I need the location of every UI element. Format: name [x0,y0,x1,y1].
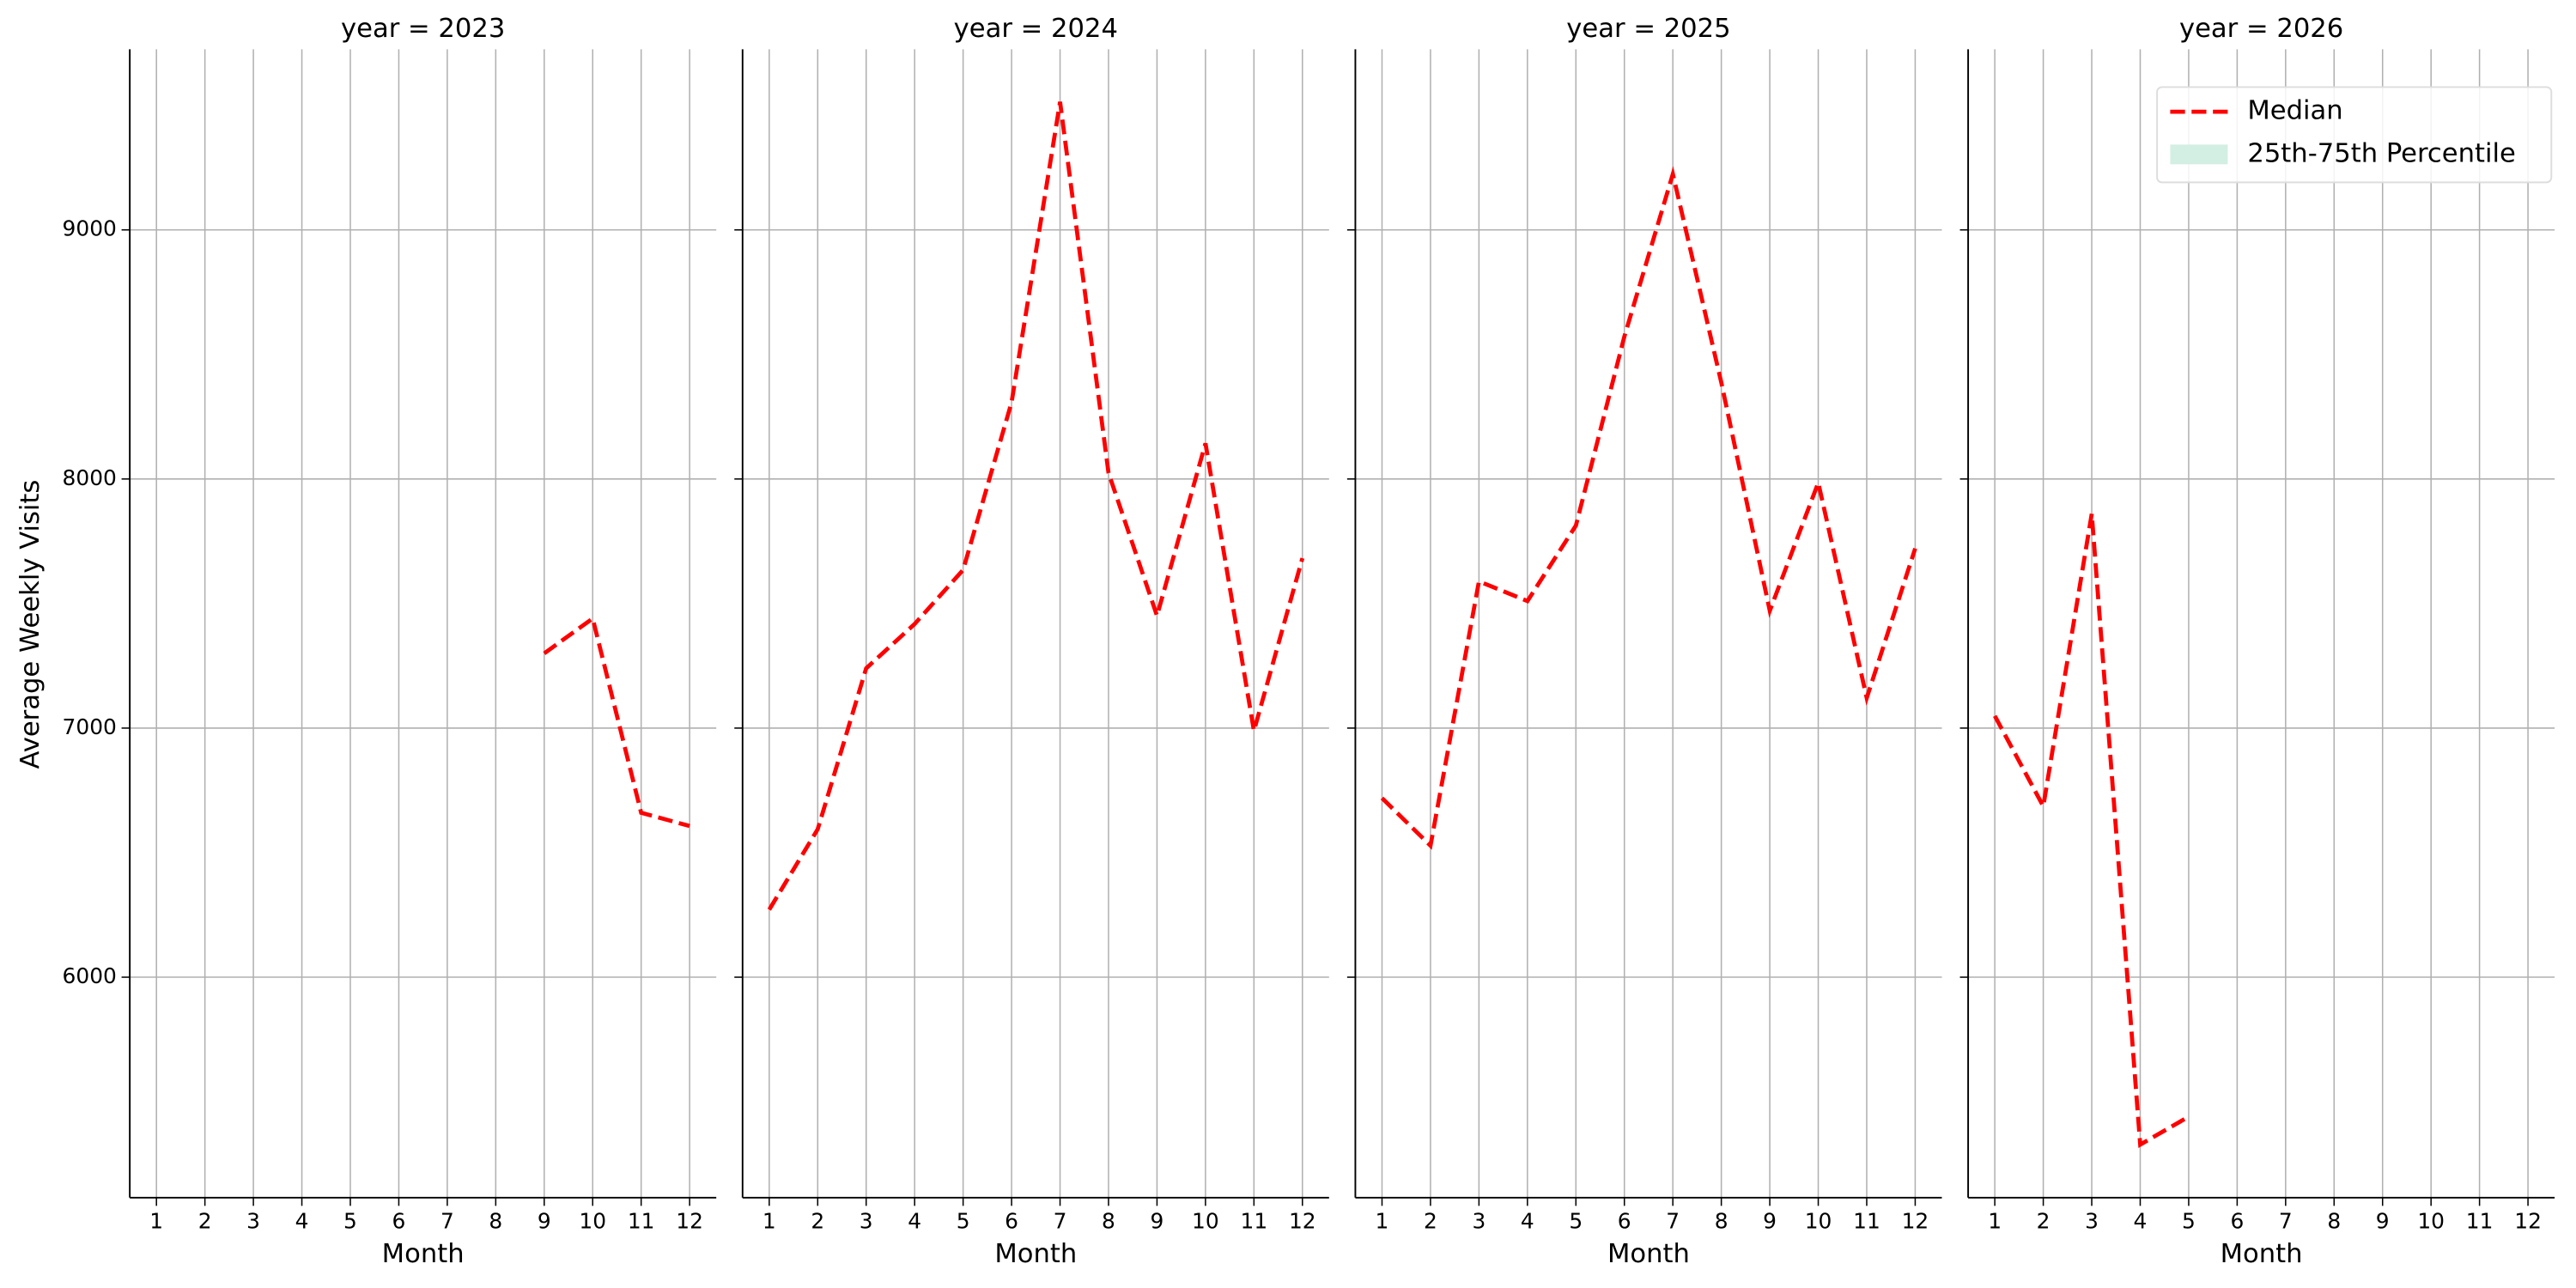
x-tick-label: 2 [811,1208,824,1233]
x-tick-label: 4 [2134,1208,2148,1233]
x-tick-label: 9 [2376,1208,2390,1233]
x-tick-label: 11 [1853,1208,1880,1233]
y-tick-label: 8000 [63,465,117,490]
x-tick-label: 12 [1902,1208,1929,1233]
y-tick-label: 6000 [63,963,117,988]
x-tick-label: 1 [762,1208,776,1233]
panel-title: year = 2026 [2179,14,2343,44]
x-tick-label: 10 [2417,1208,2445,1233]
x-tick-label: 8 [2327,1208,2341,1233]
x-tick-label: 1 [149,1208,163,1233]
median-line [767,101,1305,911]
x-tick-label: 6 [1005,1208,1018,1233]
x-tick-label: 8 [1102,1208,1115,1233]
x-tick-label: 8 [1715,1208,1728,1233]
x-tick-label: 10 [1192,1208,1219,1233]
x-tick-label: 3 [246,1208,260,1233]
legend-label: 25th-75th Percentile [2247,138,2516,168]
x-tick-label: 12 [1289,1208,1316,1233]
x-tick-label: 12 [676,1208,703,1233]
x-tick-label: 5 [1569,1208,1583,1233]
x-tick-label: 6 [392,1208,406,1233]
x-tick-label: 5 [957,1208,970,1233]
x-tick-label: 4 [295,1208,309,1233]
panel-title: year = 2025 [1566,14,1730,44]
median-line [1993,513,2190,1148]
x-tick-label: 9 [1151,1208,1164,1233]
x-tick-label: 7 [1666,1208,1680,1233]
x-tick-label: 4 [1521,1208,1534,1233]
x-tick-label: 6 [2230,1208,2244,1233]
x-tick-label: 11 [1241,1208,1268,1233]
median-line [543,615,690,829]
x-tick-label: 7 [440,1208,454,1233]
panel-title: year = 2023 [341,14,505,44]
x-tick-label: 11 [628,1208,655,1233]
x-tick-label: 3 [860,1208,873,1233]
legend-patch [2170,144,2228,165]
legend-box [2156,86,2553,184]
x-tick-label: 6 [1618,1208,1631,1233]
x-axis-label: Month [382,1239,465,1269]
x-tick-label: 12 [2514,1208,2542,1233]
x-tick-label: 7 [1054,1208,1067,1233]
x-tick-label: 2 [198,1208,212,1233]
x-tick-label: 3 [2085,1208,2099,1233]
x-tick-label: 1 [1988,1208,2002,1233]
x-tick-label: 4 [908,1208,921,1233]
legend-label: Median [2247,96,2342,126]
x-tick-label: 1 [1376,1208,1389,1233]
y-axis-label: Average Weekly Visits [15,480,46,769]
x-axis-label: Month [994,1239,1077,1269]
x-tick-label: 9 [1763,1208,1777,1233]
x-tick-label: 9 [538,1208,551,1233]
y-tick-label: 7000 [63,714,117,739]
x-tick-label: 2 [1424,1208,1437,1233]
x-tick-label: 8 [489,1208,502,1233]
x-tick-label: 11 [2466,1208,2494,1233]
x-tick-label: 5 [2182,1208,2196,1233]
panel-title: year = 2024 [954,14,1118,44]
y-tick-label: 9000 [63,216,117,241]
x-tick-label: 5 [343,1208,357,1233]
x-tick-label: 7 [2279,1208,2293,1233]
x-axis-label: Month [1607,1239,1690,1269]
x-tick-label: 10 [579,1208,606,1233]
median-line [1380,166,1917,850]
x-tick-label: 10 [1805,1208,1832,1233]
x-tick-label: 3 [1472,1208,1485,1233]
x-axis-label: Month [2221,1239,2303,1269]
x-tick-label: 2 [2037,1208,2050,1233]
